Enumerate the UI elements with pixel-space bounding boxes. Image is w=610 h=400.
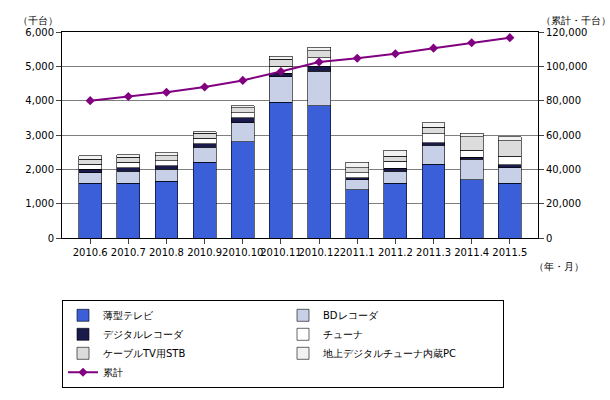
svg-text:デジタルレコーダ: デジタルレコーダ (103, 329, 184, 340)
svg-text:2010.6: 2010.6 (73, 247, 108, 258)
svg-text:累計: 累計 (103, 367, 123, 378)
svg-text:地上デジタルチューナ内蔵PC: 地上デジタルチューナ内蔵PC (322, 348, 456, 359)
svg-text:2011.5: 2011.5 (492, 247, 527, 258)
svg-text:6,000: 6,000 (25, 27, 54, 38)
svg-text:120,000: 120,000 (546, 27, 587, 38)
svg-text:2011.1: 2011.1 (340, 247, 375, 258)
svg-text:（千台）: （千台） (18, 15, 58, 26)
svg-text:2010.8: 2010.8 (149, 247, 184, 258)
svg-text:40,000: 40,000 (546, 164, 581, 175)
svg-text:100,000: 100,000 (546, 61, 587, 72)
svg-text:（年・月）: （年・月） (534, 261, 584, 272)
svg-text:2011.2: 2011.2 (378, 247, 413, 258)
svg-text:2010.7: 2010.7 (111, 247, 146, 258)
svg-text:5,000: 5,000 (25, 61, 54, 72)
svg-text:2010.12: 2010.12 (298, 247, 339, 258)
svg-text:0: 0 (48, 233, 54, 244)
svg-text:（累計・千台）: （累計・千台） (541, 15, 610, 26)
svg-text:60,000: 60,000 (546, 130, 581, 141)
svg-text:0: 0 (546, 233, 552, 244)
svg-text:1,000: 1,000 (25, 198, 54, 209)
svg-text:2011.4: 2011.4 (454, 247, 489, 258)
svg-text:3,000: 3,000 (25, 130, 54, 141)
svg-text:4,000: 4,000 (25, 95, 54, 106)
svg-text:薄型テレビ: 薄型テレビ (103, 310, 154, 321)
svg-text:チューナ: チューナ (323, 329, 363, 340)
svg-text:2010.11: 2010.11 (260, 247, 301, 258)
svg-text:2010.9: 2010.9 (187, 247, 222, 258)
svg-text:80,000: 80,000 (546, 95, 581, 106)
svg-text:ケーブルTV用STB: ケーブルTV用STB (103, 348, 185, 359)
svg-text:20,000: 20,000 (546, 198, 581, 209)
svg-text:2,000: 2,000 (25, 164, 54, 175)
svg-text:2011.3: 2011.3 (416, 247, 451, 258)
svg-text:2010.10: 2010.10 (222, 247, 263, 258)
svg-text:BDレコーダ: BDレコーダ (323, 310, 379, 321)
